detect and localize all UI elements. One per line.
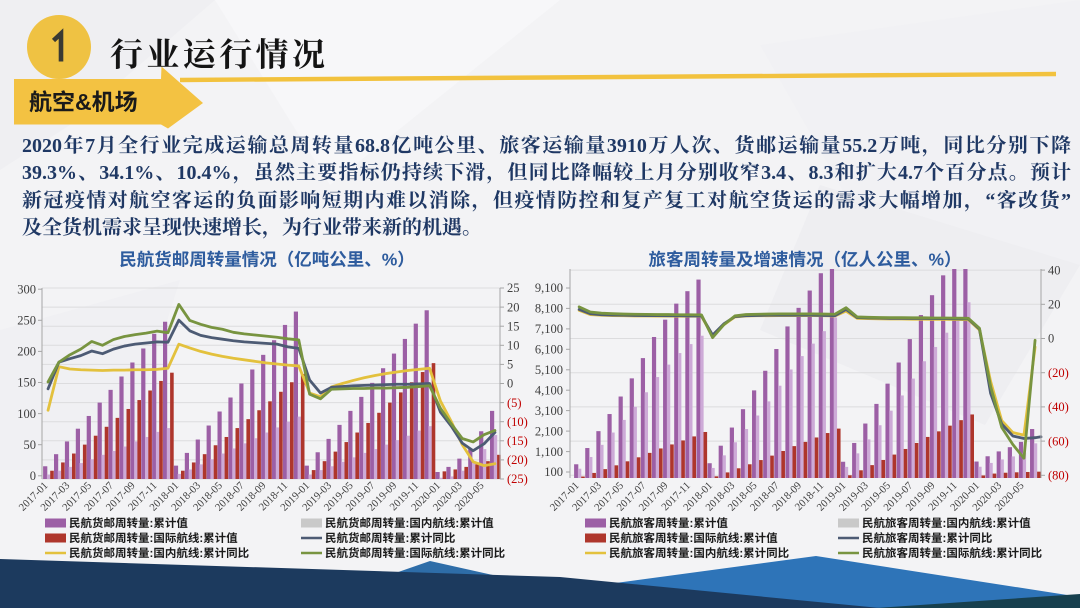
svg-text:20: 20 xyxy=(1048,298,1061,312)
svg-text:民航货邮周转量:国际航线:累计同比: 民航货邮周转量:国际航线:累计同比 xyxy=(325,547,506,560)
svg-text:40: 40 xyxy=(1048,263,1061,277)
svg-text:5: 5 xyxy=(507,358,513,372)
svg-text:(40): (40) xyxy=(1048,400,1069,414)
svg-text:100: 100 xyxy=(17,407,36,421)
svg-text:250: 250 xyxy=(17,314,36,328)
svg-text:(25): (25) xyxy=(507,472,528,486)
svg-text:1,100: 1,100 xyxy=(535,445,563,459)
svg-text:民航货邮周转量情况（亿吨公里、%）: 民航货邮周转量情况（亿吨公里、%） xyxy=(119,250,415,270)
svg-text:15: 15 xyxy=(507,319,520,333)
svg-text:300: 300 xyxy=(17,282,36,296)
svg-text:50: 50 xyxy=(24,438,37,452)
svg-text:民航货邮周转量:累计值: 民航货邮周转量:累计值 xyxy=(69,517,188,530)
svg-text:9,100: 9,100 xyxy=(535,281,563,295)
svg-text:100: 100 xyxy=(544,465,563,479)
svg-text:25: 25 xyxy=(507,281,520,295)
svg-text:民航货邮周转量:国内航线:累计值: 民航货邮周转量:国内航线:累计值 xyxy=(325,517,494,530)
svg-text:0: 0 xyxy=(507,377,513,391)
svg-text:20: 20 xyxy=(507,300,520,314)
svg-text:民航旅客周转量:累计值: 民航旅客周转量:累计值 xyxy=(609,517,728,530)
svg-text:0: 0 xyxy=(30,469,36,483)
svg-text:3,100: 3,100 xyxy=(535,404,563,418)
svg-text:(15): (15) xyxy=(507,434,528,448)
svg-text:民航旅客周转量:累计同比: 民航旅客周转量:累计同比 xyxy=(862,532,993,545)
svg-text:民航旅客周转量:国内航线:累计同比: 民航旅客周转量:国内航线:累计同比 xyxy=(609,547,790,560)
svg-text:民航货邮周转量:国际航线:累计值: 民航货邮周转量:国际航线:累计值 xyxy=(69,532,238,545)
svg-text:(20): (20) xyxy=(1048,366,1069,380)
svg-text:民航旅客周转量:国际航线:累计值: 民航旅客周转量:国际航线:累计值 xyxy=(609,532,778,545)
svg-text:(60): (60) xyxy=(1048,434,1069,448)
svg-text:0: 0 xyxy=(1048,332,1054,346)
svg-text:民航旅客周转量:国内航线:累计值: 民航旅客周转量:国内航线:累计值 xyxy=(862,517,1031,530)
svg-text:旅客周转量及增速情况（亿人公里、%）: 旅客周转量及增速情况（亿人公里、%） xyxy=(648,250,961,270)
svg-text:民航旅客周转量:国际航线:累计同比: 民航旅客周转量:国际航线:累计同比 xyxy=(862,547,1043,560)
svg-text:(20): (20) xyxy=(507,453,528,467)
svg-text:7,100: 7,100 xyxy=(535,322,563,336)
svg-text:民航货邮周转量:国内航线:累计同比: 民航货邮周转量:国内航线:累计同比 xyxy=(69,547,250,560)
svg-text:民航货邮周转量:累计同比: 民航货邮周转量:累计同比 xyxy=(325,532,456,545)
svg-text:(5): (5) xyxy=(507,396,522,410)
svg-text:2,100: 2,100 xyxy=(535,424,563,438)
svg-text:150: 150 xyxy=(17,376,36,390)
svg-text:5,100: 5,100 xyxy=(535,363,563,377)
svg-text:(10): (10) xyxy=(507,415,528,429)
svg-text:6,100: 6,100 xyxy=(535,343,563,357)
svg-text:10: 10 xyxy=(507,339,520,353)
svg-text:航空&机场: 航空&机场 xyxy=(29,89,138,115)
svg-text:200: 200 xyxy=(17,345,36,359)
svg-text:(80): (80) xyxy=(1048,469,1069,483)
svg-text:4,100: 4,100 xyxy=(535,383,563,397)
svg-text:8,100: 8,100 xyxy=(535,302,563,316)
